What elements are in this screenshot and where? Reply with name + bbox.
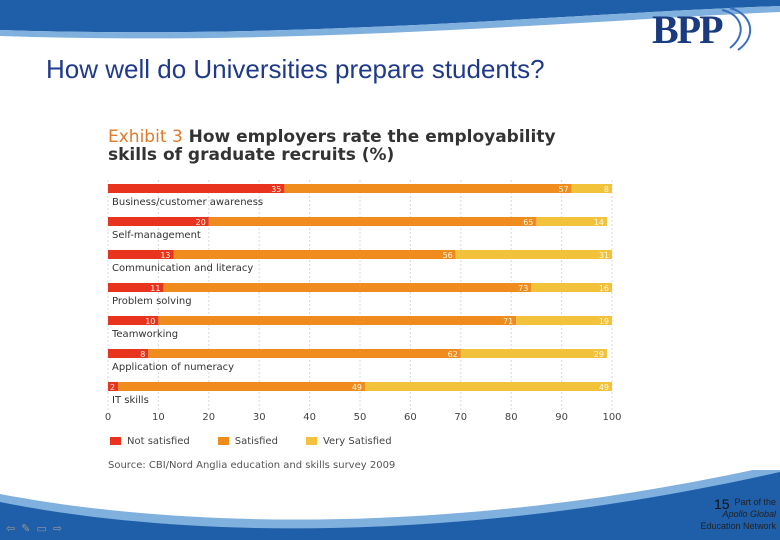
bar-segment: [108, 283, 164, 292]
bar-segment: [571, 184, 612, 193]
x-tick-label: 20: [202, 412, 215, 423]
data-label: 20: [196, 218, 206, 227]
exhibit-title-line2: skills of graduate recruits (%): [108, 145, 395, 165]
data-label: 71: [503, 317, 513, 326]
bar-segment: [455, 250, 612, 259]
x-tick-label: 50: [354, 412, 367, 423]
data-label: 14: [594, 218, 604, 227]
pen-icon[interactable]: ✎: [21, 523, 37, 535]
footer-brand-line2: Apollo Global: [722, 509, 776, 519]
data-label: 73: [518, 284, 528, 293]
x-tick-label: 70: [454, 412, 467, 423]
category-label: Teamworking: [111, 329, 178, 340]
bar-segment: [108, 217, 209, 226]
bar-segment: [516, 316, 612, 325]
x-tick-label: 60: [404, 412, 417, 423]
category-label: Problem solving: [112, 296, 192, 307]
data-label: 11: [150, 284, 160, 293]
data-label: 19: [599, 317, 609, 326]
bar-segment: [108, 250, 174, 259]
category-label: IT skills: [112, 395, 149, 406]
x-tick-label: 30: [253, 412, 266, 423]
x-tick-label: 40: [303, 412, 316, 423]
data-label: 31: [599, 251, 609, 260]
bar-segment: [536, 217, 607, 226]
x-tick-label: 90: [555, 412, 568, 423]
category-label: Application of numeracy: [112, 362, 234, 373]
data-label: 62: [448, 350, 458, 359]
data-label: 56: [443, 251, 453, 260]
prev-slide-icon[interactable]: ⇦: [6, 523, 22, 535]
x-tick-label: 80: [505, 412, 518, 423]
exhibit-label: Exhibit 3: [108, 127, 183, 147]
legend-item: Very Satisfied: [305, 436, 392, 447]
category-label: Communication and literacy: [112, 263, 253, 274]
legend-label: Satisfied: [234, 436, 278, 447]
legend-swatch: [110, 437, 121, 445]
x-tick-label: 100: [602, 412, 621, 423]
data-label: 49: [352, 383, 362, 392]
bar-segment: [108, 316, 159, 325]
footer-brand-line1: Part of the: [734, 497, 776, 507]
data-label: 8: [140, 350, 145, 359]
data-label: 35: [271, 185, 281, 194]
bar-segment: [108, 382, 119, 391]
footer-brand-line3: Education Network: [700, 521, 776, 531]
page-number: 15: [714, 496, 730, 512]
data-label: 13: [160, 251, 170, 260]
legend-label: Not satisfied: [127, 436, 190, 447]
menu-icon[interactable]: ▭: [36, 523, 53, 535]
data-label: 10: [145, 317, 155, 326]
legend-swatch: [217, 437, 229, 445]
footer-brand: Part of the Apollo Global Education Netw…: [686, 496, 776, 532]
bar-segment: [148, 349, 461, 358]
bar-segment: [163, 283, 532, 292]
chart-source: Source: CBI/Nord Anglia education and sk…: [108, 460, 396, 471]
legend-item: Satisfied: [217, 436, 278, 447]
bar-segment: [108, 184, 285, 193]
data-label: 65: [523, 218, 533, 227]
bar-segment: [284, 184, 572, 193]
data-label: 29: [594, 350, 604, 359]
exhibit-figure: Exhibit 3 How employers rate the employa…: [100, 118, 705, 482]
bar-segment: [365, 382, 612, 391]
stacked-bar-chart: 0 10 20 30 40 50 60 70 80 90 100 35 57 8 Business/cust…: [105, 180, 622, 423]
bar-segment: [208, 217, 537, 226]
bar-segment: [460, 349, 607, 358]
next-slide-icon[interactable]: ⇨: [52, 523, 69, 535]
exhibit-title: Exhibit 3 How employers rate the employa…: [108, 128, 556, 164]
slide-nav-controls[interactable]: ⇦✎▭⇨: [6, 522, 68, 535]
top-decorative-band: [0, 0, 780, 39]
category-label: Self-management: [112, 230, 201, 241]
slide-title: How well do Universities prepare student…: [46, 54, 545, 84]
x-tick-label: 10: [152, 412, 165, 423]
data-label: 16: [599, 284, 609, 293]
legend-label: Very Satisfied: [322, 436, 392, 447]
legend-item: Not satisfied: [110, 436, 190, 447]
legend-swatch: [305, 437, 317, 445]
bar-segment: [158, 316, 517, 325]
bpp-logo: BPP: [652, 4, 762, 54]
chart-legend: Not satisfied Satisfied Very Satisfied: [110, 436, 420, 447]
bar-segment: [531, 283, 612, 292]
exhibit-title-line1: How employers rate the employability: [188, 127, 556, 147]
category-label: Business/customer awareness: [112, 197, 263, 208]
data-label: 2: [110, 383, 115, 392]
x-tick-label: 0: [105, 412, 111, 423]
data-label: 49: [599, 383, 609, 392]
data-label: 57: [558, 185, 568, 194]
bottom-decorative-band: [0, 470, 780, 540]
data-label: 8: [604, 185, 609, 194]
bar-segment: [108, 349, 149, 358]
bar-segment: [173, 250, 456, 259]
bar-segment: [118, 382, 366, 391]
